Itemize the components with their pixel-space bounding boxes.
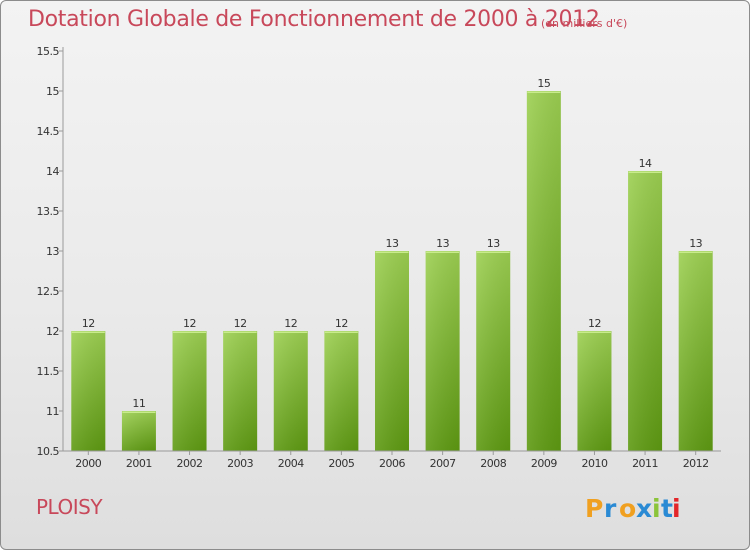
y-tick-label: 15 bbox=[46, 85, 59, 98]
x-tick-label: 2005 bbox=[328, 457, 354, 470]
bar-2003 bbox=[223, 331, 257, 451]
data-label: 13 bbox=[386, 237, 399, 250]
bar-shade bbox=[375, 251, 409, 451]
y-tick-label: 13.5 bbox=[37, 205, 60, 218]
x-axis: 2000 2001 2002 2003 2004 2005 2006 2007 2008 2009… bbox=[63, 451, 721, 470]
data-label: 12 bbox=[335, 317, 348, 330]
bar-2008 bbox=[476, 251, 510, 451]
y-axis: 10.5 11 11.5 12 12.5 13 13.5 14 14.5 15 15.5 bbox=[37, 45, 64, 458]
bar-2007 bbox=[426, 251, 460, 451]
bar-2010 bbox=[577, 331, 611, 451]
bar-shade bbox=[426, 251, 460, 451]
data-label: 12 bbox=[284, 317, 297, 330]
bar-shade bbox=[71, 331, 105, 451]
x-tick-label: 2009 bbox=[531, 457, 557, 470]
x-tick-label: 2000 bbox=[75, 457, 101, 470]
y-tick-label: 13 bbox=[46, 245, 59, 258]
x-tick-label: 2012 bbox=[683, 457, 709, 470]
y-tick-label: 15.5 bbox=[37, 45, 60, 58]
data-label: 13 bbox=[487, 237, 500, 250]
bar-highlight bbox=[629, 172, 662, 174]
bar-highlight bbox=[173, 332, 206, 334]
bar-shade bbox=[324, 331, 358, 451]
bar-highlight bbox=[578, 332, 611, 334]
x-tick-label: 2003 bbox=[227, 457, 253, 470]
bar-shade bbox=[122, 411, 156, 451]
bar-2002 bbox=[173, 331, 207, 451]
bar-2006 bbox=[375, 251, 409, 451]
bar-highlight bbox=[527, 92, 560, 94]
logo-letter: x bbox=[636, 494, 652, 523]
data-label: 11 bbox=[132, 397, 145, 410]
x-tick-label: 2007 bbox=[430, 457, 456, 470]
bar-2011 bbox=[628, 171, 662, 451]
bar-highlight bbox=[224, 332, 257, 334]
bar-shade bbox=[173, 331, 207, 451]
bar-shade bbox=[679, 251, 713, 451]
y-tick-label: 12.5 bbox=[37, 285, 60, 298]
logo-letter: o bbox=[619, 494, 636, 523]
bar-highlight bbox=[426, 252, 459, 254]
x-tick-label: 2010 bbox=[581, 457, 607, 470]
bars bbox=[71, 91, 712, 451]
bar-highlight bbox=[477, 252, 510, 254]
bar-highlight bbox=[376, 252, 409, 254]
data-label: 13 bbox=[689, 237, 702, 250]
bar-shade bbox=[527, 91, 561, 451]
data-label: 12 bbox=[82, 317, 95, 330]
y-tick-label: 12 bbox=[46, 325, 59, 338]
x-tick-label: 2011 bbox=[632, 457, 658, 470]
y-tick-label: 11.5 bbox=[37, 365, 60, 378]
bar-2001 bbox=[122, 411, 156, 451]
bar-2009 bbox=[527, 91, 561, 451]
bar-highlight bbox=[122, 412, 155, 414]
x-tick-label: 2001 bbox=[126, 457, 152, 470]
data-label: 14 bbox=[639, 157, 652, 170]
logo-letter: i bbox=[652, 494, 661, 523]
bar-2012 bbox=[679, 251, 713, 451]
data-label: 12 bbox=[588, 317, 601, 330]
y-tick-label: 14.5 bbox=[37, 125, 60, 138]
data-label: 12 bbox=[183, 317, 196, 330]
x-tick-label: 2004 bbox=[278, 457, 304, 470]
bar-shade bbox=[274, 331, 308, 451]
x-tick-label: 2008 bbox=[480, 457, 506, 470]
x-tick-label: 2002 bbox=[177, 457, 203, 470]
bar-shade bbox=[476, 251, 510, 451]
data-label: 15 bbox=[537, 77, 550, 90]
bar-highlight bbox=[72, 332, 105, 334]
bar-highlight bbox=[679, 252, 712, 254]
x-tick-label: 2006 bbox=[379, 457, 405, 470]
bar-shade bbox=[577, 331, 611, 451]
bar-shade bbox=[628, 171, 662, 451]
data-label: 13 bbox=[436, 237, 449, 250]
bar-2005 bbox=[324, 331, 358, 451]
logo-letter: i bbox=[672, 494, 681, 523]
bar-shade bbox=[223, 331, 257, 451]
logo-letter: r bbox=[604, 494, 617, 523]
y-tick-label: 10.5 bbox=[37, 445, 60, 458]
y-tick-label: 11 bbox=[46, 405, 59, 418]
logo-letter: P bbox=[585, 494, 603, 523]
bar-highlight bbox=[325, 332, 358, 334]
bar-highlight bbox=[274, 332, 307, 334]
data-label: 12 bbox=[234, 317, 247, 330]
y-tick-label: 14 bbox=[46, 165, 59, 178]
bar-2000 bbox=[71, 331, 105, 451]
bar-2004 bbox=[274, 331, 308, 451]
commune-name: PLOISY bbox=[36, 495, 102, 519]
